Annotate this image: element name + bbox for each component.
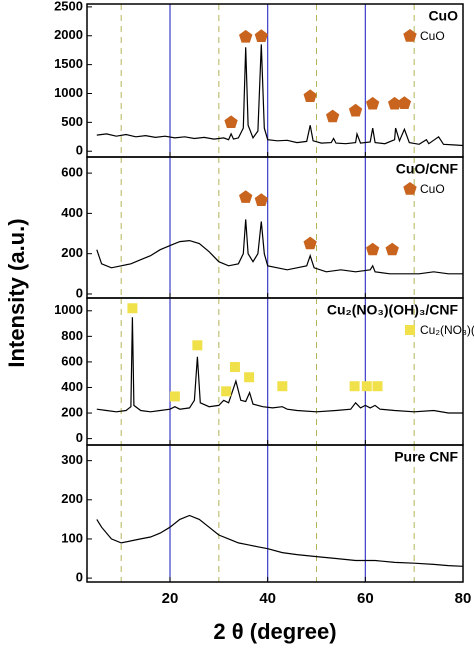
marker bbox=[348, 103, 363, 117]
y-tick-label: 0 bbox=[76, 430, 83, 445]
marker bbox=[254, 193, 268, 206]
y-tick-label: 300 bbox=[61, 452, 83, 467]
marker bbox=[254, 29, 268, 42]
marker bbox=[366, 96, 380, 110]
legend-label: Cu₂(NO₃)(OH)₃ bbox=[420, 323, 474, 337]
marker bbox=[221, 386, 232, 397]
marker bbox=[127, 303, 138, 314]
y-tick-label: 1500 bbox=[54, 56, 83, 71]
panel-label: Cu₂(NO₃)(OH)₃/CNF bbox=[327, 302, 459, 318]
marker bbox=[244, 372, 255, 383]
x-tick-label: 80 bbox=[455, 590, 472, 607]
marker bbox=[224, 115, 238, 128]
legend-label: CuO bbox=[420, 29, 445, 43]
marker bbox=[349, 381, 360, 392]
xrd-line bbox=[96, 219, 463, 275]
marker bbox=[388, 96, 402, 110]
marker bbox=[303, 236, 317, 250]
y-tick-label: 0 bbox=[76, 570, 83, 585]
y-tick-label: 1000 bbox=[54, 302, 83, 317]
y-tick-label: 400 bbox=[61, 379, 83, 394]
marker bbox=[372, 381, 383, 392]
marker bbox=[326, 109, 340, 123]
y-tick-label: 100 bbox=[61, 530, 83, 545]
panel-frame bbox=[86, 297, 464, 446]
marker bbox=[361, 381, 372, 392]
legend-marker bbox=[403, 29, 417, 42]
y-tick-label: 1000 bbox=[54, 85, 83, 100]
panel-label: CuO bbox=[428, 8, 458, 24]
y-tick-label: 500 bbox=[61, 114, 83, 129]
marker bbox=[239, 29, 253, 43]
panel-frame bbox=[86, 156, 464, 299]
marker bbox=[277, 381, 288, 392]
marker bbox=[303, 89, 317, 102]
y-tick-label: 2500 bbox=[54, 0, 83, 13]
marker bbox=[169, 391, 180, 402]
legend-label: CuO bbox=[420, 182, 445, 196]
y-tick-label: 600 bbox=[61, 353, 83, 368]
y-tick-label: 0 bbox=[76, 285, 83, 300]
y-tick-label: 200 bbox=[61, 404, 83, 419]
marker bbox=[229, 362, 240, 373]
xrd-line bbox=[96, 514, 464, 567]
legend-marker bbox=[403, 182, 417, 195]
panel-label: Pure CNF bbox=[394, 449, 458, 465]
y-tick-label: 0 bbox=[76, 143, 83, 158]
x-tick-label: 20 bbox=[162, 590, 179, 607]
y-tick-label: 800 bbox=[61, 328, 83, 343]
y-tick-label: 200 bbox=[61, 245, 83, 260]
marker bbox=[192, 340, 203, 351]
marker bbox=[239, 190, 253, 203]
marker bbox=[397, 96, 412, 109]
panel-frame bbox=[86, 444, 464, 583]
xrd-line bbox=[96, 44, 464, 147]
y-tick-label: 2000 bbox=[54, 27, 83, 42]
y-tick-label: 200 bbox=[61, 491, 83, 506]
y-axis-label: Intensity (a.u.) bbox=[4, 218, 29, 367]
y-tick-label: 400 bbox=[61, 205, 83, 220]
marker bbox=[385, 242, 399, 256]
panel-label: CuO/CNF bbox=[396, 161, 459, 177]
legend-marker bbox=[405, 325, 415, 335]
x-axis-label: 2 θ (degree) bbox=[213, 619, 336, 644]
x-tick-label: 40 bbox=[259, 590, 276, 607]
xrd-line bbox=[96, 317, 463, 414]
marker bbox=[366, 242, 380, 256]
y-tick-label: 600 bbox=[61, 165, 83, 180]
x-tick-label: 60 bbox=[357, 590, 374, 607]
